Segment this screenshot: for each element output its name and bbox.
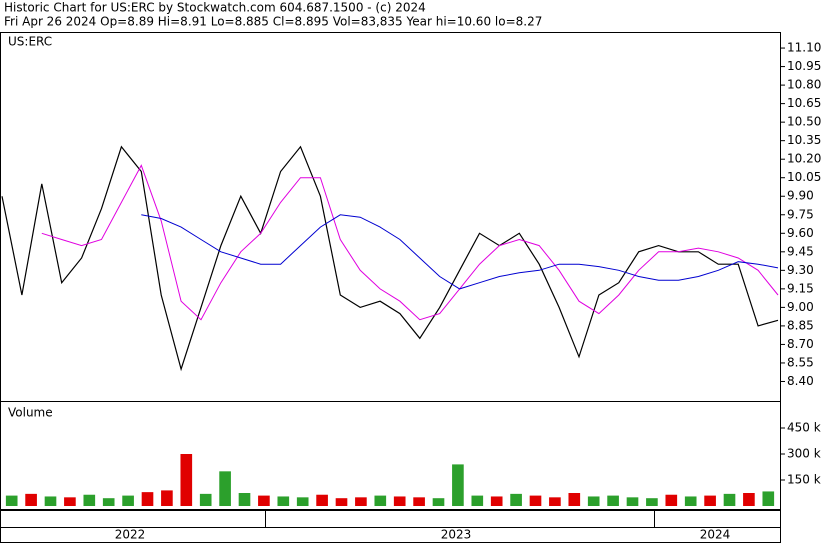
volume-bar <box>743 493 755 506</box>
volume-bar <box>432 498 445 506</box>
volume-bar <box>549 497 561 506</box>
y-tick-label: 10.05 <box>787 170 821 184</box>
y-tick-label: 8.85 <box>787 318 814 332</box>
volume-bar <box>180 454 193 506</box>
volume-bar <box>5 495 18 506</box>
price-line <box>1 145 779 372</box>
volume-bar <box>161 490 173 506</box>
volume-bar <box>510 493 522 506</box>
volume-bar <box>452 464 464 506</box>
volume-bar <box>25 493 37 506</box>
volume-bar <box>471 495 484 506</box>
y-tick-label: 9.30 <box>787 263 814 277</box>
y-tick-label: 10.80 <box>787 78 821 92</box>
volume-bar <box>102 498 115 506</box>
volume-bar <box>393 496 406 506</box>
volume-bar <box>646 498 658 506</box>
volume-bar <box>296 497 309 506</box>
price-line <box>41 164 779 321</box>
y-tick-label: 300 k <box>787 447 821 461</box>
symbol-label: US:ERC <box>8 35 52 49</box>
header-line: Fri Apr 26 2024 Op=8.89 Hi=8.91 Lo=8.885… <box>4 15 542 29</box>
y-tick-label: 10.20 <box>787 152 821 166</box>
volume-bar <box>64 497 76 506</box>
year-label: 2023 <box>441 528 472 542</box>
y-tick-label: 8.70 <box>787 337 814 351</box>
y-tick-label: 9.90 <box>787 189 814 203</box>
y-tick-label: 8.55 <box>787 355 814 369</box>
volume-bar <box>335 498 348 506</box>
volume-bar <box>607 495 619 506</box>
volume-bar <box>684 496 697 506</box>
y-tick-label: 9.45 <box>787 244 814 258</box>
y-tick-label: 450 k <box>787 421 821 435</box>
y-tick-label: 9.60 <box>787 226 814 240</box>
volume-bar <box>316 494 328 506</box>
year-label: 2022 <box>115 528 146 542</box>
volume-bar <box>704 495 716 506</box>
volume-bar <box>199 493 212 506</box>
volume-bar <box>141 492 154 506</box>
volume-bar <box>568 493 581 506</box>
y-tick-label: 9.15 <box>787 281 814 295</box>
y-tick-label: 10.35 <box>787 133 821 147</box>
volume-bar <box>355 497 367 506</box>
y-tick-label: 9.75 <box>787 207 814 221</box>
volume-bar <box>762 491 775 506</box>
price-line <box>141 214 779 290</box>
volume-bar <box>219 471 231 506</box>
y-tick-label: 10.95 <box>787 59 821 73</box>
volume-bar <box>413 497 425 506</box>
volume-label: Volume <box>8 406 53 420</box>
volume-bar <box>587 496 600 506</box>
header-line: Historic Chart for US:ERC by Stockwatch.… <box>4 1 426 15</box>
volume-bar <box>277 496 290 506</box>
plot-frame <box>0 32 781 510</box>
volume-bar <box>723 493 736 506</box>
y-tick-label: 8.40 <box>787 374 814 388</box>
volume-bar <box>529 495 542 506</box>
y-tick-label: 10.50 <box>787 115 821 129</box>
volume-bar <box>258 495 270 506</box>
y-tick-label: 150 k <box>787 473 821 487</box>
volume-bar <box>490 496 503 506</box>
year-label: 2024 <box>700 528 731 542</box>
y-tick-label: 11.10 <box>787 41 821 55</box>
volume-bar <box>44 496 57 506</box>
y-tick-label: 9.00 <box>787 300 814 314</box>
volume-bar <box>122 495 134 506</box>
volume-bar <box>83 494 96 506</box>
volume-bar <box>626 497 639 506</box>
volume-bar <box>238 493 251 506</box>
volume-bar <box>374 495 387 506</box>
volume-bar <box>665 494 678 506</box>
y-tick-label: 10.65 <box>787 96 821 110</box>
